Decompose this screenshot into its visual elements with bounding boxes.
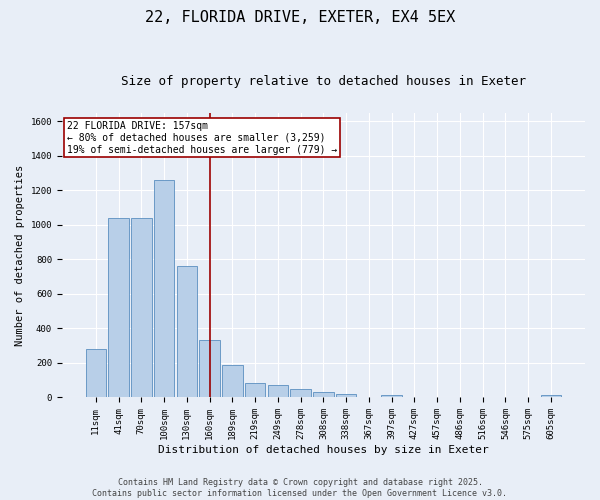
Text: 22 FLORIDA DRIVE: 157sqm
← 80% of detached houses are smaller (3,259)
19% of sem: 22 FLORIDA DRIVE: 157sqm ← 80% of detach… <box>67 122 337 154</box>
Bar <box>131 218 152 398</box>
Bar <box>313 392 334 398</box>
Bar <box>154 180 175 398</box>
Bar <box>109 218 129 398</box>
Y-axis label: Number of detached properties: Number of detached properties <box>15 164 25 346</box>
Text: Contains HM Land Registry data © Crown copyright and database right 2025.
Contai: Contains HM Land Registry data © Crown c… <box>92 478 508 498</box>
Bar <box>199 340 220 398</box>
Title: Size of property relative to detached houses in Exeter: Size of property relative to detached ho… <box>121 75 526 88</box>
Bar <box>222 364 242 398</box>
Bar <box>336 394 356 398</box>
Bar <box>541 395 561 398</box>
Text: 22, FLORIDA DRIVE, EXETER, EX4 5EX: 22, FLORIDA DRIVE, EXETER, EX4 5EX <box>145 10 455 25</box>
Bar <box>382 395 402 398</box>
Bar <box>86 349 106 398</box>
Bar <box>290 389 311 398</box>
Bar <box>176 266 197 398</box>
Bar <box>245 383 265 398</box>
X-axis label: Distribution of detached houses by size in Exeter: Distribution of detached houses by size … <box>158 445 489 455</box>
Bar <box>268 384 288 398</box>
